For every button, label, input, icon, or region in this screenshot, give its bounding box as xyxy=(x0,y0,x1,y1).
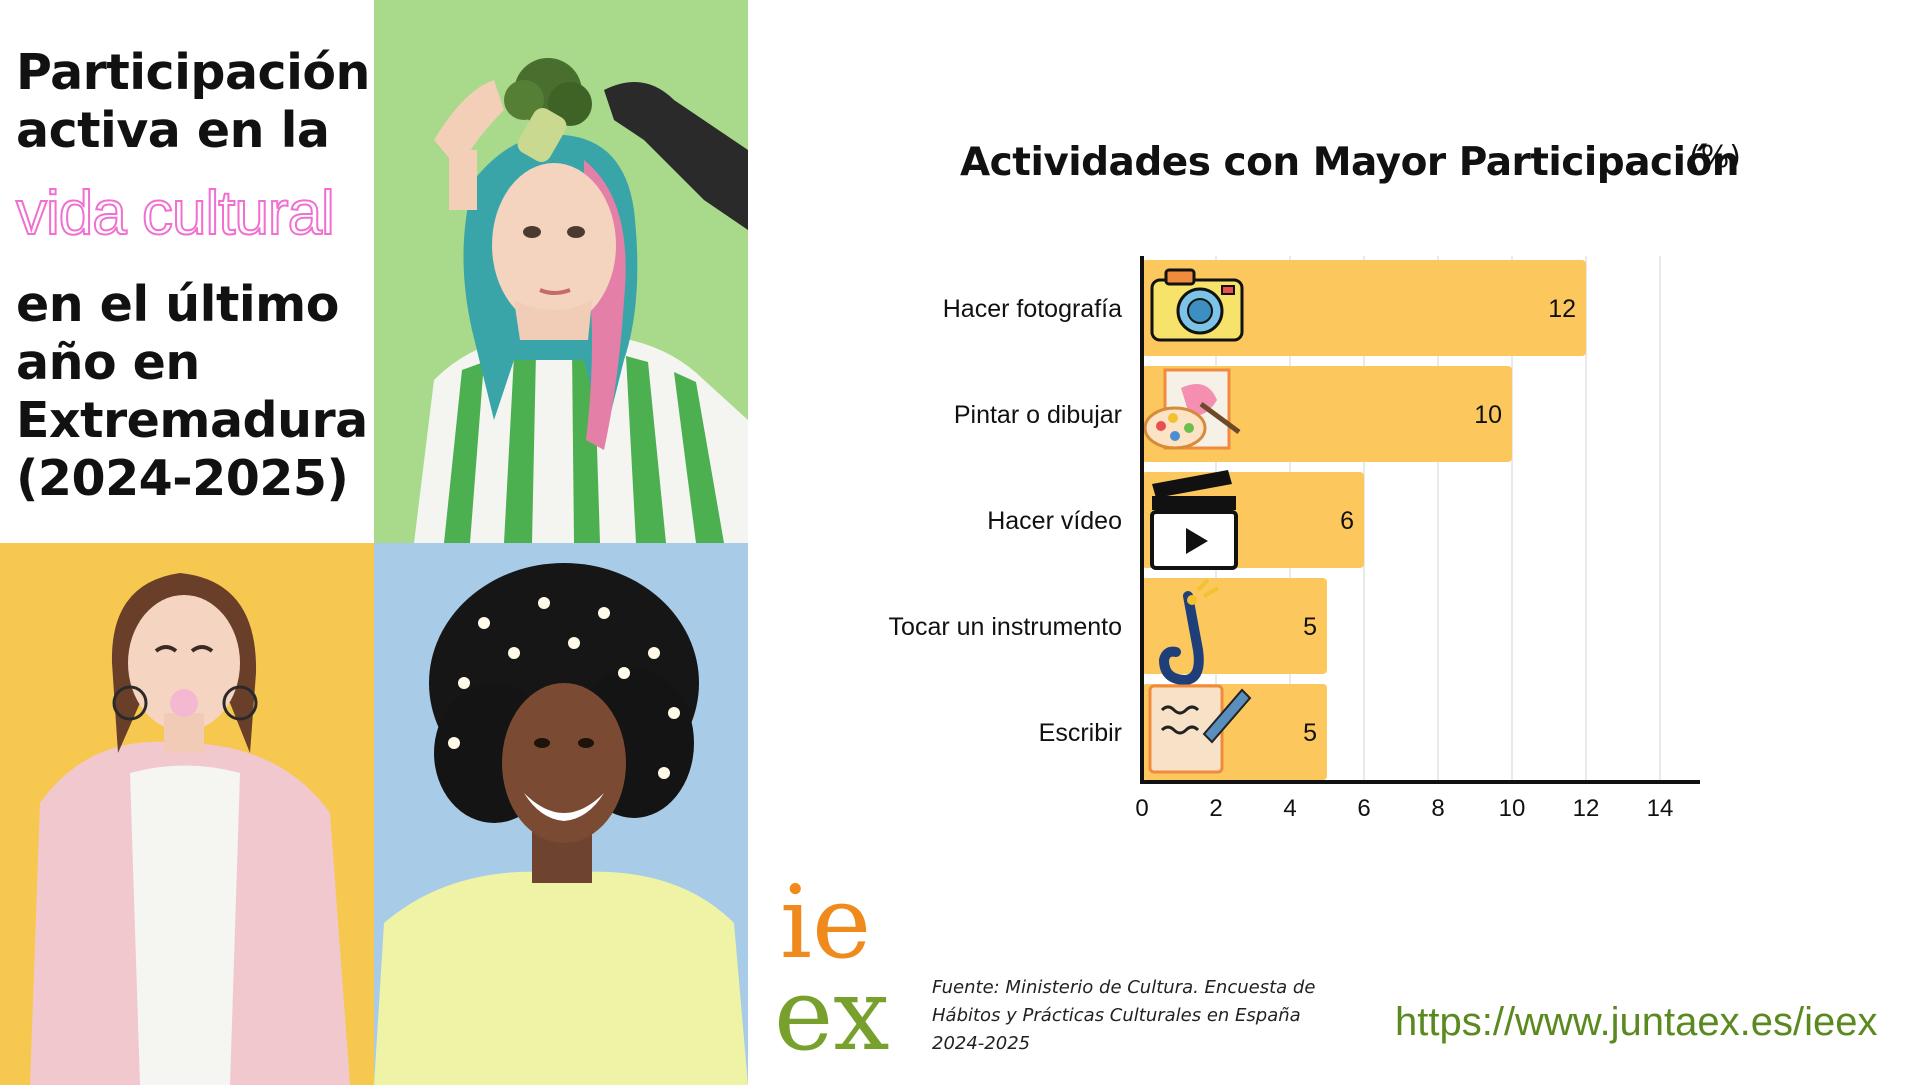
source-line: Hábitos y Prácticas Culturales en España xyxy=(932,1005,1301,1026)
data-labels: 12 10 6 5 5 xyxy=(1303,295,1576,747)
bar xyxy=(1142,578,1327,674)
source-line: Fuente: Ministerio de Cultura. Encuesta … xyxy=(932,977,1316,998)
headline-line: activa en la xyxy=(16,102,330,159)
source-note: Fuente: Ministerio de Cultura. Encuesta … xyxy=(932,974,1332,1058)
chart-unit-label: (%) xyxy=(1689,140,1741,175)
data-label: 5 xyxy=(1303,719,1317,747)
category-label: Escribir xyxy=(1039,719,1122,747)
x-tick-label: 2 xyxy=(1209,795,1222,822)
camera-icon xyxy=(1150,268,1244,342)
data-label: 6 xyxy=(1340,507,1354,535)
notebook-pen-icon xyxy=(1148,684,1252,774)
category-label: Pintar o dibujar xyxy=(954,401,1122,429)
x-tick-label: 4 xyxy=(1283,795,1296,822)
bar xyxy=(1142,260,1586,356)
headline-block: Participación activa en la vida cultural… xyxy=(0,0,374,543)
headline-line: Extremadura xyxy=(16,392,368,449)
data-label: 5 xyxy=(1303,613,1317,641)
photo-woman-broccoli xyxy=(374,0,748,543)
x-tick-labels: 0 2 4 6 8 10 12 14 xyxy=(1135,795,1673,822)
x-tick-label: 10 xyxy=(1499,795,1526,822)
data-label: 10 xyxy=(1474,401,1502,429)
x-tick-label: 12 xyxy=(1573,795,1600,822)
category-label: Tocar un instrumento xyxy=(889,613,1122,641)
source-line: 2024-2025 xyxy=(932,1033,1031,1054)
website-link[interactable]: https://www.juntaex.es/ieex xyxy=(1395,1000,1878,1044)
headline-line: en el último xyxy=(16,276,339,333)
category-labels: Hacer fotografía Pintar o dibujar Hacer ví… xyxy=(889,295,1123,747)
logo-text-ie: ie xyxy=(780,864,872,981)
bar xyxy=(1142,366,1512,462)
headline-highlight: vida cultural xyxy=(15,179,336,248)
data-label: 12 xyxy=(1548,295,1576,323)
photo-woman-bubblegum xyxy=(0,543,374,1085)
headline-line: año en xyxy=(16,334,200,391)
photo-woman-flowers xyxy=(374,543,748,1085)
x-tick-label: 0 xyxy=(1135,795,1148,822)
ieex-logo: ie ex xyxy=(774,864,920,1068)
x-tick-label: 6 xyxy=(1357,795,1370,822)
chart-title: Actividades con Mayor Participación xyxy=(960,140,1740,185)
category-label: Hacer vídeo xyxy=(987,507,1122,535)
logo-text-ex: ex xyxy=(774,956,890,1073)
category-label: Hacer fotografía xyxy=(943,295,1122,323)
saxophone-icon xyxy=(1158,578,1219,686)
clapperboard-icon xyxy=(1150,470,1238,570)
headline-line: Participación xyxy=(16,44,370,101)
bar-chart: 12 10 6 5 5 Hacer fotografía Pintar o dibujar… xyxy=(889,256,1700,822)
palette-icon xyxy=(1143,368,1241,450)
x-tick-label: 8 xyxy=(1431,795,1444,822)
x-tick-label: 14 xyxy=(1647,795,1674,822)
headline-line: (2024-2025) xyxy=(16,450,349,507)
